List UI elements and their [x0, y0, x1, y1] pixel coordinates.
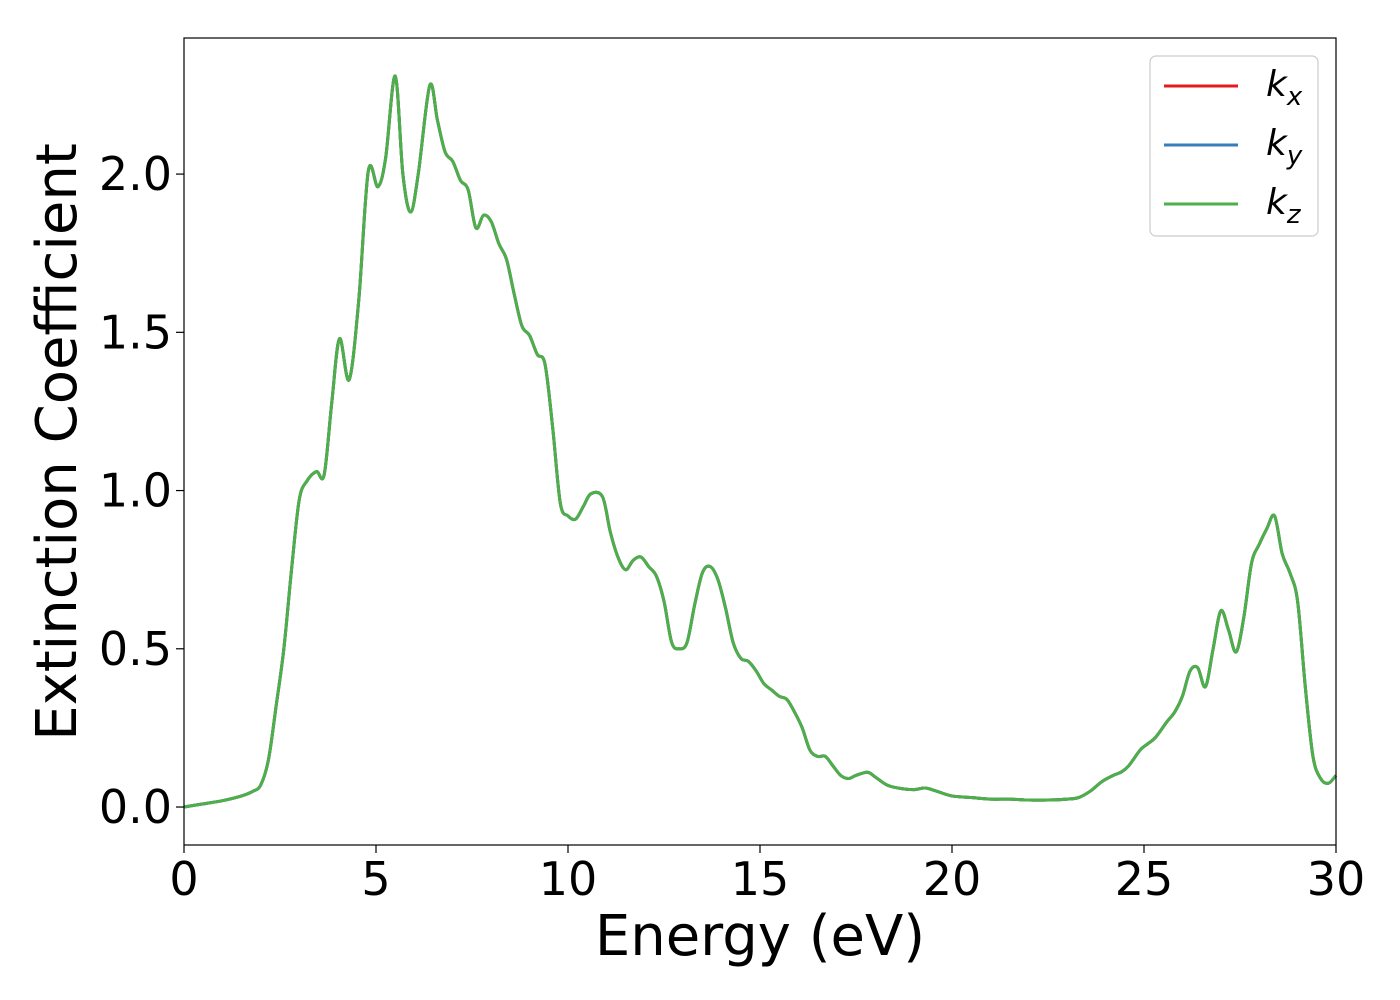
- legend-label-ky: ky: [1266, 123, 1303, 171]
- y-axis-title: Extinction Coefficient: [25, 143, 90, 741]
- x-tick-label: 10: [539, 852, 598, 906]
- y-tick-label: 0.0: [99, 780, 172, 834]
- x-axis-title: Energy (eV): [595, 904, 925, 969]
- x-tick-label: 30: [1307, 852, 1366, 906]
- y-tick-label: 2.0: [99, 147, 172, 201]
- series-layer: [183, 74, 1338, 809]
- x-tick-label: 20: [923, 852, 982, 906]
- x-tick-label: 25: [1115, 852, 1174, 906]
- legend: kx ky kz: [1149, 55, 1319, 237]
- y-tick-label: 1.5: [99, 305, 172, 359]
- ticks-layer: 0 5 10 15 20 25 30 0.0 0.5 1.0 1.5 2.0: [99, 147, 1365, 906]
- legend-label-kz: kz: [1266, 182, 1302, 230]
- x-tick-label: 5: [361, 852, 390, 906]
- y-tick-label: 1.0: [99, 464, 172, 518]
- legend-label-kx: kx: [1266, 64, 1303, 112]
- y-tick-label: 0.5: [99, 622, 172, 676]
- x-tick-label: 0: [169, 852, 198, 906]
- x-tick-label: 15: [731, 852, 790, 906]
- series-line-k-z: [183, 74, 1338, 809]
